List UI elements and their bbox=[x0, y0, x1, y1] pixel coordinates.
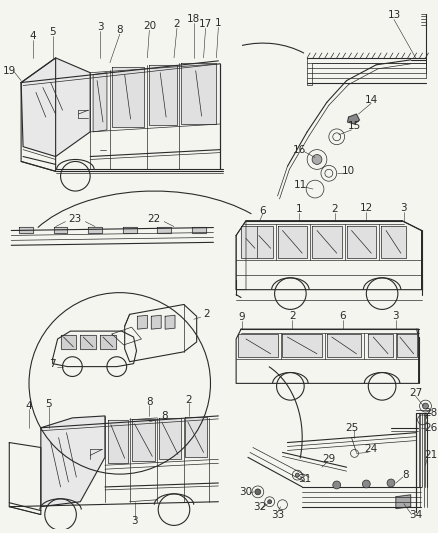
Text: 5: 5 bbox=[46, 399, 52, 409]
Text: 23: 23 bbox=[69, 214, 82, 224]
Polygon shape bbox=[283, 334, 322, 357]
Text: 15: 15 bbox=[348, 121, 361, 131]
Polygon shape bbox=[278, 225, 307, 258]
Polygon shape bbox=[241, 225, 272, 258]
Text: 16: 16 bbox=[293, 144, 306, 155]
Text: 3: 3 bbox=[131, 516, 138, 527]
Polygon shape bbox=[157, 227, 171, 233]
Text: 13: 13 bbox=[387, 11, 401, 20]
Text: 22: 22 bbox=[148, 214, 161, 224]
Text: 2: 2 bbox=[185, 395, 192, 405]
Polygon shape bbox=[397, 334, 417, 357]
Text: 28: 28 bbox=[424, 408, 437, 418]
Text: 12: 12 bbox=[360, 203, 373, 213]
Text: 3: 3 bbox=[400, 203, 407, 213]
Text: 6: 6 bbox=[259, 206, 266, 216]
Polygon shape bbox=[181, 63, 216, 124]
Circle shape bbox=[312, 155, 322, 164]
Polygon shape bbox=[159, 418, 181, 459]
Text: 8: 8 bbox=[117, 25, 123, 35]
Polygon shape bbox=[192, 227, 205, 233]
Text: 2: 2 bbox=[173, 19, 180, 29]
Text: 30: 30 bbox=[240, 487, 253, 497]
Polygon shape bbox=[60, 335, 76, 349]
Polygon shape bbox=[88, 227, 102, 233]
Text: 24: 24 bbox=[364, 445, 378, 455]
Polygon shape bbox=[312, 225, 342, 258]
Polygon shape bbox=[21, 58, 90, 157]
Text: 19: 19 bbox=[3, 66, 16, 76]
Polygon shape bbox=[93, 72, 107, 132]
Text: 32: 32 bbox=[253, 502, 266, 512]
Circle shape bbox=[362, 480, 370, 488]
Text: 8: 8 bbox=[146, 397, 153, 407]
Text: 1: 1 bbox=[296, 204, 303, 214]
Polygon shape bbox=[131, 419, 155, 461]
Polygon shape bbox=[80, 335, 96, 349]
Polygon shape bbox=[348, 114, 360, 124]
Text: 17: 17 bbox=[199, 19, 212, 29]
Text: 14: 14 bbox=[364, 95, 378, 106]
Text: 20: 20 bbox=[143, 21, 156, 31]
Circle shape bbox=[333, 481, 341, 489]
Text: 31: 31 bbox=[299, 474, 312, 484]
Text: 25: 25 bbox=[345, 423, 358, 433]
Text: 26: 26 bbox=[424, 423, 437, 433]
Text: 3: 3 bbox=[392, 311, 399, 321]
Polygon shape bbox=[381, 225, 406, 258]
Text: 7: 7 bbox=[49, 359, 56, 369]
Text: 2: 2 bbox=[203, 309, 210, 319]
Text: 21: 21 bbox=[424, 450, 437, 461]
Text: 2: 2 bbox=[332, 204, 338, 214]
Text: 4: 4 bbox=[30, 31, 36, 41]
Circle shape bbox=[268, 500, 272, 504]
Polygon shape bbox=[112, 67, 145, 127]
Circle shape bbox=[387, 479, 395, 487]
Text: 18: 18 bbox=[187, 14, 200, 25]
Polygon shape bbox=[138, 316, 147, 329]
Text: 34: 34 bbox=[409, 510, 422, 520]
Text: 4: 4 bbox=[26, 401, 32, 411]
Polygon shape bbox=[54, 227, 67, 233]
Text: 2: 2 bbox=[289, 311, 296, 321]
Text: 10: 10 bbox=[342, 166, 355, 176]
Polygon shape bbox=[100, 335, 116, 349]
Polygon shape bbox=[396, 495, 411, 508]
Polygon shape bbox=[41, 416, 105, 507]
Text: 1: 1 bbox=[215, 18, 222, 28]
Text: 8: 8 bbox=[403, 470, 409, 480]
Text: 29: 29 bbox=[322, 454, 336, 464]
Circle shape bbox=[255, 489, 261, 495]
Text: 27: 27 bbox=[409, 388, 422, 398]
Text: 11: 11 bbox=[293, 180, 307, 190]
Polygon shape bbox=[108, 420, 127, 463]
Polygon shape bbox=[368, 334, 393, 357]
Polygon shape bbox=[238, 334, 278, 357]
Text: 8: 8 bbox=[161, 411, 167, 421]
Polygon shape bbox=[346, 225, 376, 258]
Text: 6: 6 bbox=[339, 311, 346, 321]
Polygon shape bbox=[185, 417, 207, 457]
Polygon shape bbox=[165, 316, 175, 329]
Polygon shape bbox=[123, 227, 137, 233]
Polygon shape bbox=[19, 227, 33, 233]
Text: 33: 33 bbox=[271, 510, 284, 520]
Circle shape bbox=[423, 403, 428, 409]
Polygon shape bbox=[327, 334, 361, 357]
Text: 9: 9 bbox=[239, 312, 245, 322]
Circle shape bbox=[295, 473, 299, 477]
Polygon shape bbox=[149, 65, 177, 125]
Polygon shape bbox=[151, 316, 161, 329]
Text: 3: 3 bbox=[97, 22, 103, 33]
Text: 5: 5 bbox=[49, 27, 56, 37]
